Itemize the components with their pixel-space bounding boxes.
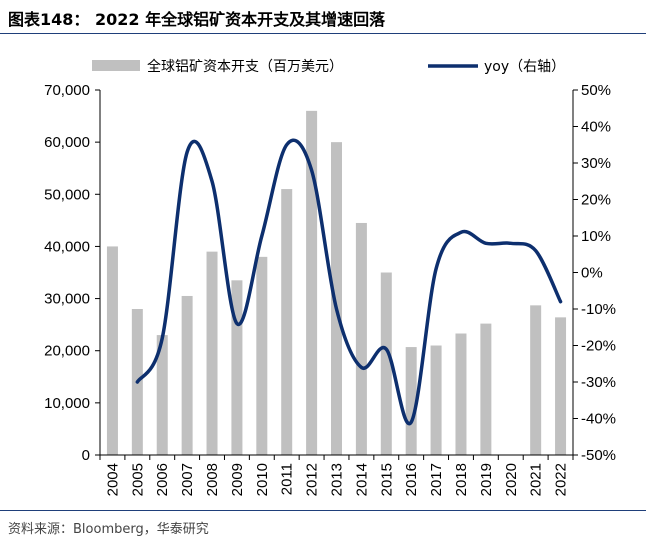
bar-2006 — [156, 335, 168, 455]
x-tick-label: 2007 — [179, 463, 196, 496]
bar-2018 — [455, 333, 467, 455]
source-note: 资料来源：Bloomberg，华泰研究 — [8, 522, 209, 537]
right-tick-label: 20% — [581, 192, 611, 209]
bar-series — [106, 110, 567, 456]
bar-2013 — [331, 142, 342, 455]
right-tick-label: -40% — [581, 411, 616, 428]
bar-2008 — [206, 251, 218, 455]
bar-2007 — [181, 295, 193, 455]
bar-2014 — [355, 222, 367, 455]
bar-2011 — [281, 189, 293, 456]
x-tick-label: 2013 — [329, 463, 346, 496]
source-rule — [0, 510, 646, 511]
right-tick-label: -30% — [581, 374, 616, 391]
right-tick-label: 0% — [581, 265, 603, 282]
legend: 全球铝矿资本开支（百万美元） yoy（右轴） — [92, 58, 565, 75]
x-tick-label: 2019 — [478, 463, 495, 496]
x-tick-label: 2014 — [353, 463, 370, 496]
bar-2022 — [555, 317, 567, 455]
x-tick-label: 2009 — [229, 463, 246, 496]
x-tick-label: 2016 — [403, 463, 420, 496]
x-tick-label: 2006 — [154, 463, 171, 496]
right-tick-label: 10% — [581, 228, 611, 245]
legend-bar-label: 全球铝矿资本开支（百万美元） — [147, 58, 343, 75]
right-tick-label: -50% — [581, 447, 616, 464]
bar-2016 — [405, 347, 417, 455]
bar-2015 — [380, 272, 392, 455]
x-tick-label: 2004 — [104, 463, 121, 496]
x-tick-label: 2021 — [528, 463, 545, 496]
x-tick-label: 2015 — [378, 463, 395, 496]
left-tick-label: 0 — [82, 447, 90, 464]
chart: 全球铝矿资本开支（百万美元） yoy（右轴） 0 10,000 20,000 30,0… — [44, 58, 616, 496]
left-tick-label: 50,000 — [44, 186, 90, 203]
x-tick-label: 2010 — [254, 463, 271, 496]
yoy-series — [135, 138, 563, 426]
x-tick-label: 2020 — [503, 463, 520, 496]
x-tick-label: 2018 — [453, 463, 470, 496]
left-tick-label: 10,000 — [44, 395, 90, 412]
bar-2010 — [256, 256, 268, 455]
right-tick-label: 30% — [581, 155, 611, 172]
yoy-line — [135, 138, 563, 426]
left-tick-label: 60,000 — [44, 134, 90, 151]
bar-2017 — [430, 345, 442, 455]
legend-bar-swatch — [92, 60, 140, 71]
x-tick-label: 2022 — [553, 463, 570, 496]
right-tick-label: -20% — [581, 338, 616, 355]
axes: 0 10,000 20,000 30,000 40,000 50,000 60,000 70,… — [44, 82, 616, 496]
bar-2021 — [530, 305, 542, 455]
x-tick-label: 2011 — [279, 463, 296, 495]
x-tick-label: 2012 — [304, 463, 321, 496]
left-tick-label: 70,000 — [44, 82, 90, 99]
bar-2004 — [106, 246, 118, 455]
legend-line-label: yoy（右轴） — [484, 59, 565, 75]
right-tick-label: 40% — [581, 119, 611, 136]
left-tick-label: 40,000 — [44, 238, 90, 255]
title-rule — [0, 33, 646, 34]
left-tick-label: 20,000 — [44, 343, 90, 360]
bar-2012 — [306, 110, 318, 455]
x-tick-label: 2005 — [129, 463, 146, 496]
right-tick-label: -10% — [581, 301, 616, 318]
x-tick-label: 2008 — [204, 463, 221, 496]
figure-title: 图表148： 2022 年全球铝矿资本开支及其增速回落 — [8, 10, 386, 29]
bar-2019 — [480, 323, 492, 455]
x-tick-label: 2017 — [428, 463, 445, 496]
bar-2009 — [231, 280, 243, 455]
left-tick-label: 30,000 — [44, 291, 90, 308]
right-tick-label: 50% — [581, 82, 611, 99]
